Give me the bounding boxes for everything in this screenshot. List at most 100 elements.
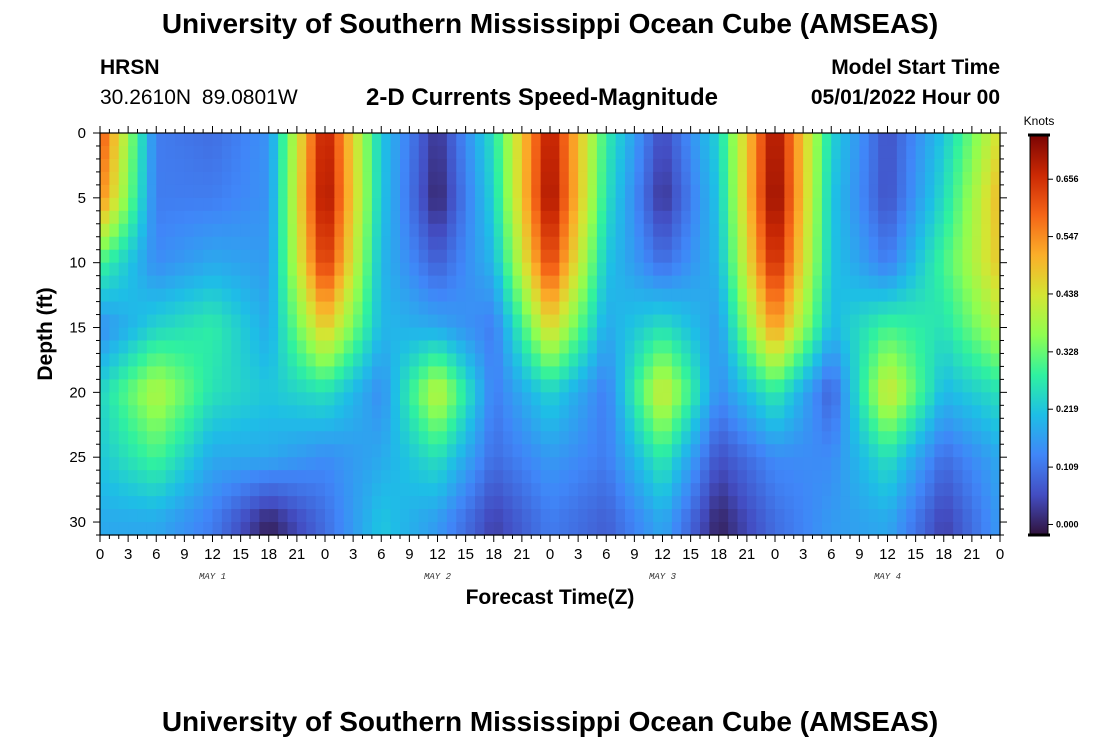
heatmap-cell (821, 327, 832, 342)
heatmap-cell (634, 184, 645, 199)
heatmap-cell (596, 496, 607, 510)
heatmap-cell (137, 184, 148, 199)
heatmap-cell (475, 457, 485, 471)
heatmap-cell (550, 470, 560, 484)
heatmap-cell (859, 405, 870, 419)
heatmap-cell (493, 483, 504, 497)
heatmap-cell (353, 496, 364, 510)
heatmap-cell (296, 457, 307, 471)
heatmap-cell (353, 366, 364, 380)
heatmap-cell (484, 158, 495, 173)
heatmap-cell (493, 288, 504, 303)
heatmap-cell (371, 509, 382, 523)
heatmap-cell (793, 431, 804, 445)
heatmap-cell (859, 275, 870, 290)
heatmap-cell (643, 431, 654, 445)
heatmap-cell (540, 145, 551, 160)
heatmap-cell (737, 522, 748, 536)
heatmap-cell (681, 223, 692, 238)
heatmap-cell (409, 288, 420, 303)
heatmap-cell (887, 522, 898, 536)
heatmap-cell (146, 392, 157, 406)
heatmap-cell (287, 184, 298, 199)
heatmap-cell (887, 262, 898, 277)
heatmap-cell (296, 431, 307, 445)
heatmap-cell (728, 496, 739, 510)
heatmap-cell (475, 301, 485, 316)
heatmap-cell (606, 171, 617, 186)
heatmap-cell (100, 470, 110, 484)
heatmap-cell (390, 379, 401, 393)
heatmap-cell (803, 392, 814, 406)
x-axis-label: Forecast Time(Z) (466, 586, 635, 609)
heatmap-cell (971, 444, 982, 458)
heatmap-cell (887, 405, 898, 419)
heatmap-cell (493, 522, 504, 536)
heatmap-cell (934, 366, 945, 380)
heatmap-cell (212, 223, 223, 238)
heatmap-cell (156, 418, 167, 432)
heatmap-cell (259, 483, 270, 497)
heatmap-cell (175, 314, 185, 329)
heatmap-cell (625, 197, 635, 212)
heatmap-cell (371, 145, 382, 160)
heatmap-cell (334, 236, 345, 251)
heatmap-cell (840, 522, 851, 536)
heatmap-cell (896, 236, 907, 251)
heatmap-cell (784, 275, 795, 290)
heatmap-cell (587, 340, 598, 355)
heatmap-cell (990, 171, 1001, 186)
heatmap-cell (437, 509, 448, 523)
heatmap-cell (990, 392, 1001, 406)
heatmap-cell (353, 158, 364, 173)
colorbar-tick-label: 0.547 (1056, 232, 1079, 242)
heatmap-cell (934, 158, 945, 173)
heatmap-cell (334, 197, 345, 212)
heatmap-cell (465, 496, 476, 510)
heatmap-cell (615, 470, 626, 484)
heatmap-cell (775, 405, 785, 419)
heatmap-cell (203, 197, 214, 212)
heatmap-cell (371, 366, 382, 380)
heatmap-cell (475, 158, 485, 173)
heatmap-cell (315, 405, 326, 419)
heatmap-cell (381, 457, 392, 471)
heatmap-cell (887, 145, 898, 160)
heatmap-cell (803, 431, 814, 445)
heatmap-cell (521, 327, 532, 342)
heatmap-cell (334, 483, 345, 497)
heatmap-cell (643, 133, 654, 147)
heatmap-cell (315, 145, 326, 160)
heatmap-cell (840, 379, 851, 393)
heatmap-cell (259, 470, 270, 484)
heatmap-cell (418, 444, 429, 458)
heatmap-cell (615, 301, 626, 316)
heatmap-cell (184, 184, 195, 199)
heatmap-cell (428, 457, 439, 471)
heatmap-cell (718, 457, 729, 471)
heatmap-cell (156, 483, 167, 497)
heatmap-cell (128, 405, 139, 419)
heatmap-cell (625, 171, 635, 186)
heatmap-cell (362, 288, 373, 303)
heatmap-cell (737, 314, 748, 329)
heatmap-cell (821, 133, 832, 147)
heatmap-cell (681, 262, 692, 277)
heatmap-cell (212, 327, 223, 342)
heatmap-cell (503, 366, 514, 380)
heatmap-cell (934, 470, 945, 484)
heatmap-cell (287, 236, 298, 251)
heatmap-cell (859, 184, 870, 199)
heatmap-cell (334, 133, 345, 147)
heatmap-cell (831, 314, 842, 329)
heatmap-cell (146, 340, 157, 355)
heatmap-cell (109, 158, 120, 173)
heatmap-cell (896, 210, 907, 225)
heatmap-cell (971, 496, 982, 510)
model-start-value: 05/01/2022 Hour 00 (810, 86, 1000, 109)
heatmap-cell (146, 509, 157, 523)
heatmap-cell (493, 158, 504, 173)
heatmap-cell (137, 444, 148, 458)
heatmap-cell (615, 184, 626, 199)
heatmap-cell (268, 340, 279, 355)
